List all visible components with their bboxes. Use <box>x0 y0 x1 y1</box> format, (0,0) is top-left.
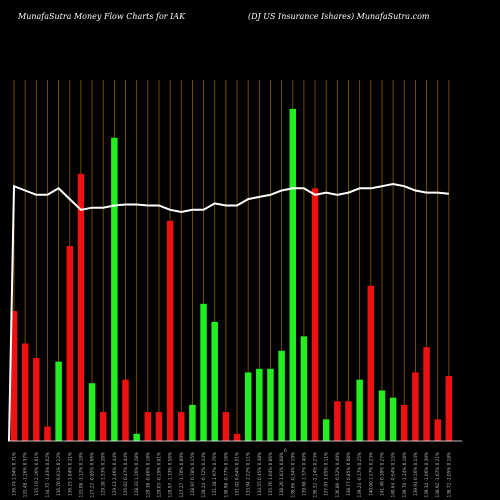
bar <box>66 246 73 441</box>
bar <box>356 379 363 441</box>
bar <box>144 412 152 441</box>
tick-label: 135.19 2.26% 0.61% <box>34 452 39 496</box>
bar <box>33 357 40 441</box>
bar <box>367 285 375 441</box>
tick-label: 138.77 0.85% 0.08% <box>346 452 351 496</box>
bar <box>334 401 341 441</box>
tick-label: 136.74 1.94% 0.71% <box>12 452 17 496</box>
price-line <box>8 182 449 442</box>
bar <box>311 188 319 441</box>
tick-label: 131.28 1.97% 0.76% <box>212 452 217 496</box>
bar <box>10 311 18 441</box>
bar <box>389 397 397 441</box>
bar <box>200 303 207 441</box>
tick-label: 128.33 1.26% 0.28% <box>134 452 139 496</box>
tick-label: 133.94 2.22% 0.11% <box>246 452 251 496</box>
bar <box>322 419 330 441</box>
bar <box>189 404 196 441</box>
bar <box>111 137 118 441</box>
bar <box>21 343 29 441</box>
tick-labels: 136.74 1.94% 0.71% 133.48 -1.26% 0.57% 135… <box>12 452 452 497</box>
tick-label: 128.97 0.78% 0.15% <box>190 452 195 496</box>
tick-label: 134.55 0.45% 0.38% <box>257 452 262 496</box>
tick-label: 139.66 -0.34% 0.19% <box>290 452 295 497</box>
tick-label: 140.64 -0.64% 0.15% <box>391 452 396 497</box>
chart-subtitle: (DJ US Insurance Ishares) MunafaSutra.co… <box>248 12 430 21</box>
tick-label: 137.97 1.05% 0.11% <box>324 452 329 496</box>
tick-label: 139.68 1.37% 0.40% <box>301 452 306 496</box>
tick-label: 138.20 1.81% 0.08% <box>279 452 284 496</box>
tick-label: 136.25 1.84% 0.21% <box>67 452 72 496</box>
bar <box>256 368 263 441</box>
bar <box>99 412 107 441</box>
bar <box>211 321 218 441</box>
tick-label: 141.49 0.39% 0.27% <box>379 452 384 496</box>
bar <box>300 336 308 441</box>
bar <box>445 376 453 441</box>
tick-label: 136.52 -2.14% 0.23% <box>313 452 318 497</box>
bar <box>267 368 274 441</box>
tick-label: 136.70 0.61% 0.12% <box>56 452 61 496</box>
tick-label: 129.13 2.46% 0.44% <box>112 452 117 496</box>
bar <box>155 412 163 441</box>
tick-label: 127.27 -1.70% 0.09% <box>179 452 184 497</box>
bar <box>44 426 51 441</box>
tick-label: 136.86 -0.52% 0.49% <box>335 452 340 497</box>
bar <box>378 390 386 441</box>
bar <box>244 372 252 441</box>
tick-label: 139.34 -1.06% 0.39% <box>424 452 429 497</box>
bar <box>133 433 140 441</box>
tick-label: 139.24 -0.17% 0.25% <box>357 452 362 497</box>
bar <box>77 173 85 442</box>
tick-label: 135.76 1.04% 0.06% <box>268 452 273 496</box>
tick-label: 139.91 0.16% 0.14% <box>413 452 418 496</box>
tick-label: 129.38 -0.86% 0.18% <box>145 452 150 497</box>
tick-label: 129.28 1.53% 0.28% <box>101 452 106 496</box>
tick-label: 127.22 -0.85% 0.66% <box>90 452 95 497</box>
tick-label: 138.92 -1.07% 0.21% <box>435 452 440 497</box>
tick-label: 140.90 1.27% 0.23% <box>368 452 373 496</box>
tick-label: 133.48 -1.26% 0.57% <box>23 452 28 497</box>
bar <box>345 401 352 441</box>
tick-label: 126.02 0.47% 0.44% <box>123 452 128 496</box>
bar <box>289 108 296 441</box>
tick-label: 133.08 -3.12% 0.19% <box>78 452 83 497</box>
tick-label: 131.02 0.64% 0.51% <box>235 452 240 496</box>
tick-label: 138.72 -2.05% 0.18% <box>446 452 451 497</box>
bar <box>178 412 185 441</box>
bar <box>122 379 129 441</box>
tick-label: 130.98 -0.77% 0.16% <box>223 452 228 497</box>
tick-label: 134.75 -1.43% 0.02% <box>45 452 50 497</box>
bar <box>233 433 241 441</box>
bars-group <box>10 108 453 442</box>
tick-label: 128.97 -1.33% 0.56% <box>168 452 173 497</box>
axis-zero-label: 0 <box>284 448 287 453</box>
chart-title: MunafaSutra Money Flow Charts for IAK <box>18 12 186 21</box>
bar <box>423 347 430 441</box>
tick-label: 129.03 -0.19% 0.01% <box>156 452 161 497</box>
bar <box>88 383 96 441</box>
tick-label: 128.24 -0.72% 0.24% <box>201 452 206 497</box>
bar <box>55 361 62 441</box>
bar <box>222 412 230 441</box>
bar <box>401 404 408 441</box>
bar <box>278 350 285 441</box>
bar <box>166 220 174 441</box>
tick-label: 139.70 -1.24% 0.18% <box>402 452 407 497</box>
bar <box>412 372 419 441</box>
bar <box>434 419 441 441</box>
